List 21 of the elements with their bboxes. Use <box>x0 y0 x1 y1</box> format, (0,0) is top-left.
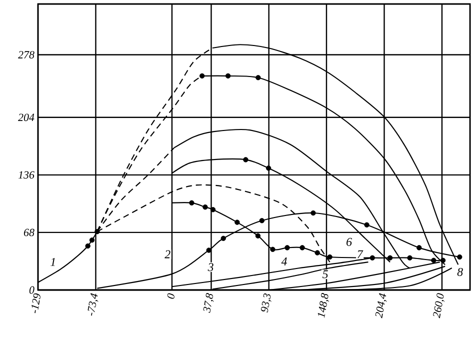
annotation: 7 <box>358 250 364 258</box>
y-tick-label: 204 <box>18 114 34 122</box>
x-tick-label: 260,0 <box>433 293 444 318</box>
x-tick-label: -129 <box>32 293 40 314</box>
x-tick-label: 148,8 <box>318 293 329 318</box>
annotation: 6 <box>346 238 352 246</box>
annotation: 2 <box>164 250 170 258</box>
annotation: 1 <box>50 258 55 266</box>
y-tick-label: 68 <box>24 228 34 236</box>
y-tick-label: 136 <box>18 171 34 179</box>
x-tick-label: 204,4 <box>375 293 387 318</box>
annotation: 8 <box>457 268 463 276</box>
annotation: 3 <box>208 263 214 272</box>
x-tick-label: -73,4 <box>88 293 98 316</box>
x-tick-label: 37,8 <box>203 293 214 313</box>
y-tick-label: 278 <box>18 51 34 58</box>
x-tick-label: 93,3 <box>261 293 272 312</box>
y-tick-label: 0 <box>29 286 34 294</box>
x-tick-label: 0 <box>167 293 174 299</box>
annotation: 4 <box>281 257 287 266</box>
annotation: 5 <box>322 270 328 278</box>
